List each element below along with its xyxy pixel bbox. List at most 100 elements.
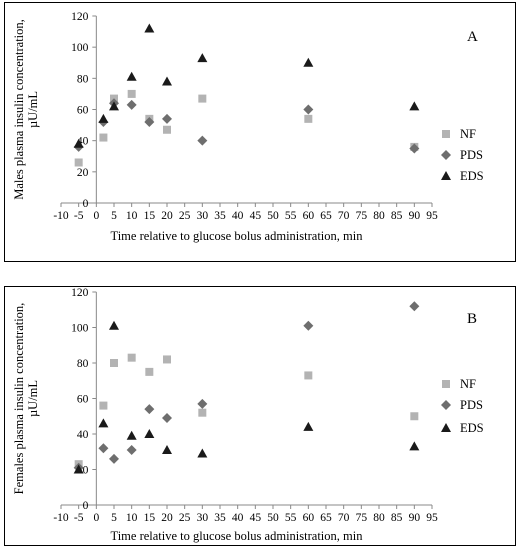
chart-a-legend-label-pds: PDS — [460, 148, 483, 162]
chart-a-x-tick-label: 75 — [356, 210, 368, 222]
chart-a-legend-label-nf: NF — [460, 127, 476, 141]
chart-b-point-nf — [110, 359, 118, 367]
chart-a-x-tick-label: 10 — [126, 210, 138, 222]
chart-b-legend-marker-pds — [441, 400, 451, 410]
chart-b-x-tick-label: 75 — [356, 512, 368, 524]
chart-b-y-tick-label: 120 — [71, 287, 89, 299]
chart-b-y-axis-title: Females plasma insulin concentration,µU/… — [12, 303, 40, 495]
chart-b-x-tick-label: 60 — [303, 512, 315, 524]
chart-a-point-nf — [163, 125, 171, 134]
chart-b-x-tick-label: 50 — [267, 512, 279, 524]
chart-a-point-eds — [98, 113, 109, 123]
chart-a-point-eds — [73, 138, 84, 148]
chart-b-x-tick-label: 10 — [126, 512, 138, 524]
chart-b-point-eds — [409, 441, 420, 451]
chart-b-point-nf — [163, 355, 171, 364]
chart-b-x-tick-label: 20 — [161, 512, 173, 524]
chart-b-x-tick-label: 65 — [320, 512, 332, 524]
chart-b-x-axis-title: Time relative to glucose bolus administr… — [111, 529, 364, 543]
chart-a-y-axis-title: Males plasma insulin concentration,µU/mL — [12, 19, 40, 200]
chart-b-point-pds — [303, 320, 314, 331]
chart-b-x-tick-label: 25 — [179, 512, 191, 524]
chart-a-y-tick-label: 40 — [77, 136, 89, 148]
chart-a-y-tick-label: 80 — [77, 73, 89, 85]
chart-a-x-tick-label: 5 — [111, 210, 117, 222]
chart-b-point-pds — [409, 301, 420, 312]
chart-a-y-tick-label: 60 — [77, 105, 89, 117]
chart-a-point-pds — [144, 116, 155, 127]
chart-a-x-tick-label: 25 — [179, 210, 191, 222]
chart-b-x-tick-label: 70 — [338, 512, 350, 524]
chart-a-x-tick-label: 30 — [197, 210, 209, 222]
chart-a-x-tick-label: 65 — [320, 210, 332, 222]
chart-b-point-eds — [98, 418, 109, 428]
chart-a-point-nf — [99, 133, 108, 142]
chart-a-legend-marker-eds — [441, 171, 451, 180]
chart-b-point-nf — [304, 371, 313, 380]
chart-b-y-tick-label: 40 — [77, 429, 89, 441]
chart-a-x-tick-label: 95 — [426, 210, 438, 222]
chart-a-x-tick-label: -10 — [53, 210, 69, 222]
chart-b-x-tick-label: 85 — [391, 512, 403, 524]
chart-b-point-pds — [98, 443, 109, 454]
chart-a-y-tick-label: 0 — [83, 198, 89, 210]
chart-a-y-tick-label: 120 — [71, 11, 89, 23]
chart-a-point-nf — [127, 89, 136, 98]
chart-b-x-tick-label: 15 — [144, 512, 156, 524]
chart-a-legend-label-eds: EDS — [460, 169, 484, 183]
chart-b-x-tick-label: 0 — [93, 512, 99, 524]
chart-a-x-tick-label: 0 — [93, 210, 99, 222]
chart-a-x-axis-title: Time relative to glucose bolus administr… — [111, 229, 364, 243]
chart-a-point-nf — [198, 94, 207, 103]
chart-a-legend-marker-nf — [442, 130, 450, 138]
chart-b-point-eds — [109, 320, 119, 330]
chart-a-point-eds — [162, 76, 172, 86]
chart-a-x-tick-label: 60 — [303, 210, 315, 222]
chart-b-point-pds — [126, 444, 137, 455]
chart-b-point-eds — [197, 448, 208, 458]
chart-b-point-nf — [198, 408, 207, 417]
chart-b-legend-label-nf: NF — [460, 377, 476, 391]
chart-b-y-tick-label: 0 — [83, 500, 89, 512]
chart-a-panel-label: A — [467, 29, 478, 45]
chart-b-point-eds — [303, 421, 314, 431]
chart-b-point-nf — [410, 412, 419, 421]
chart-b-x-tick-label: 35 — [214, 512, 226, 524]
chart-a-x-tick-label: -5 — [74, 210, 84, 222]
chart-b-x-tick-label: -5 — [74, 512, 84, 524]
chart-a-x-tick-label: 35 — [214, 210, 226, 222]
chart-b-legend-label-eds: EDS — [460, 421, 484, 435]
chart-b-point-pds — [162, 413, 172, 424]
chart-b-y-tick-label: 80 — [77, 358, 89, 370]
chart-b-point-eds — [126, 430, 137, 440]
chart-b-x-tick-label: 5 — [111, 512, 117, 524]
chart-a-x-tick-label: 15 — [144, 210, 156, 222]
chart-a-point-pds — [303, 104, 314, 115]
chart-b-legend-label-pds: PDS — [460, 398, 483, 412]
chart-a-point-eds — [409, 101, 420, 111]
chart-a-x-tick-label: 80 — [373, 210, 385, 222]
chart-panel-a: -10 -5 0 5 10 15 20 25 30 35 40 45 50 55 60 65 70 75 80 85 9… — [4, 2, 516, 262]
chart-a-x-tick-label: 85 — [391, 210, 403, 222]
chart-b-legend-marker-eds — [441, 423, 451, 432]
chart-b-point-pds — [197, 398, 208, 409]
chart-b-point-nf — [99, 401, 108, 410]
chart-panel-b: -10 -5 0 5 10 15 20 25 30 35 40 45 50 55 60 65 70 75 80 85 9… — [4, 286, 516, 546]
chart-a-point-pds — [409, 143, 420, 154]
chart-b-legend-marker-nf — [442, 380, 450, 388]
chart-a-point-pds — [197, 135, 208, 146]
chart-b-point-pds — [109, 453, 119, 464]
chart-b-point-eds — [144, 429, 155, 438]
chart-b-point-eds — [162, 444, 172, 454]
chart-b-svg: -10 -5 0 5 10 15 20 25 30 35 40 45 50 55 60 65 70 75 80 85 9… — [12, 287, 484, 543]
chart-b-x-tick-label: 45 — [250, 512, 262, 524]
chart-a-point-nf — [304, 114, 313, 123]
chart-a-point-eds — [144, 23, 155, 33]
chart-b-y-tick-label: 20 — [77, 465, 89, 477]
chart-b-point-pds — [144, 404, 155, 415]
chart-b-x-tick-label: 40 — [232, 512, 244, 524]
chart-b-point-nf — [145, 367, 154, 376]
chart-a-point-eds — [197, 53, 208, 63]
chart-a-x-tick-label: 55 — [285, 210, 297, 222]
chart-a-legend-marker-pds — [441, 150, 451, 160]
